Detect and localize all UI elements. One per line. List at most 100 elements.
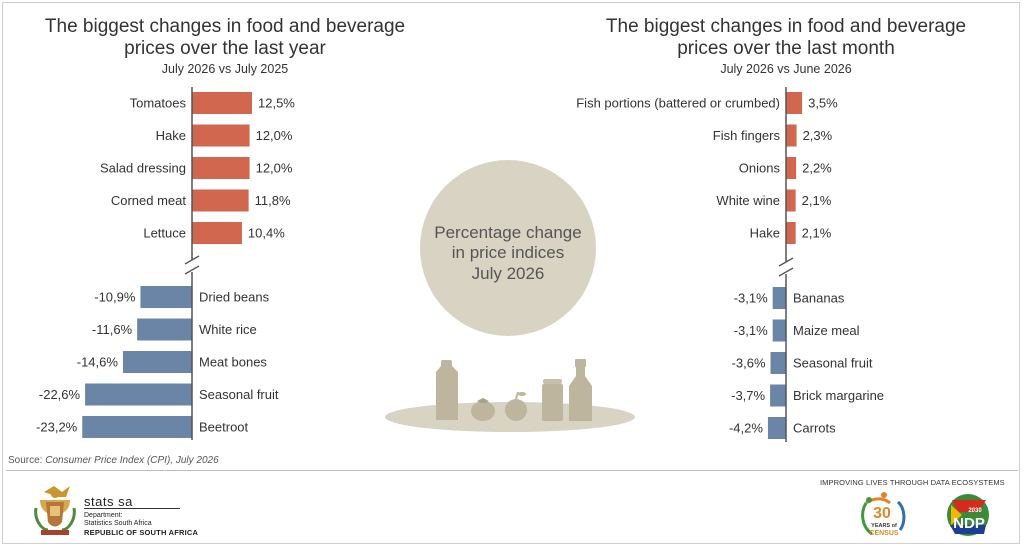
category-label-fish-fingers: Fish fingers bbox=[713, 128, 781, 143]
right-bar-chart: Fish portions (battered or crumbed) 3,5% F… bbox=[576, 87, 884, 442]
can-icon bbox=[542, 379, 563, 421]
bar-carrots bbox=[767, 417, 786, 439]
footer-divider bbox=[6, 470, 1018, 471]
category-label-carrots: Carrots bbox=[793, 421, 836, 436]
category-label-onions: Onions bbox=[739, 161, 781, 176]
bar-maize-meal bbox=[772, 319, 786, 342]
value-label-white-rice: -11,6% bbox=[92, 322, 133, 337]
category-label-hake: Hake bbox=[156, 128, 186, 143]
value-label-dried-beans: -10,9% bbox=[94, 290, 136, 305]
value-label-meat-bones: -14,6% bbox=[77, 355, 119, 370]
category-label-fish-portions-battered-or-crumbed: Fish portions (battered or crumbed) bbox=[576, 96, 780, 111]
value-label-seasonal-fruit: -3,6% bbox=[732, 356, 766, 371]
category-label-dried-beans: Dried beans bbox=[199, 290, 270, 305]
value-label-corned-meat: 11,8% bbox=[255, 193, 291, 208]
category-label-hake: Hake bbox=[750, 226, 780, 241]
center-text-line1: Percentage change bbox=[434, 223, 581, 242]
value-label-fish-fingers: 2,3% bbox=[803, 128, 833, 143]
category-label-meat-bones: Meat bones bbox=[199, 355, 267, 370]
bar-corned-meat bbox=[192, 189, 249, 212]
category-label-salad-dressing: Salad dressing bbox=[100, 161, 186, 176]
category-label-white-wine: White wine bbox=[716, 193, 780, 208]
bar-salad-dressing bbox=[192, 157, 250, 179]
bar-brick-margarine bbox=[770, 384, 786, 407]
department-text: Department: Statistics South Africa bbox=[84, 512, 152, 528]
value-label-hake: 12,0% bbox=[256, 128, 293, 143]
census-word: CENSUS bbox=[869, 530, 899, 537]
axis-break-mark bbox=[778, 267, 794, 277]
bar-hake bbox=[192, 124, 250, 147]
category-label-maize-meal: Maize meal bbox=[793, 323, 860, 338]
bar-onions bbox=[786, 157, 797, 179]
category-label-lettuce: Lettuce bbox=[143, 226, 186, 241]
census-number: 30 bbox=[873, 505, 891, 522]
bar-fish-fingers bbox=[786, 124, 797, 147]
ndp-2030-logo: 2030 NDP bbox=[947, 494, 989, 536]
center-text-line2: in price indices bbox=[452, 243, 564, 262]
bottle-icon bbox=[569, 359, 592, 421]
stats-sa-underline bbox=[84, 508, 180, 509]
country-name: REPUBLIC OF SOUTH AFRICA bbox=[84, 528, 199, 537]
value-label-bananas: -3,1% bbox=[734, 291, 768, 306]
axis-break-mark bbox=[778, 257, 794, 267]
category-label-seasonal-fruit: Seasonal fruit bbox=[793, 356, 873, 371]
slogan-text: IMPROVING LIVES THROUGH DATA ECOSYSTEMS bbox=[820, 478, 1005, 487]
census-30-years-logo: 30 YEARS of CENSUS bbox=[861, 492, 906, 537]
tomato-icon bbox=[471, 398, 495, 421]
value-label-onions: 2,2% bbox=[802, 161, 832, 176]
right-chart-title-line2: prices over the last month bbox=[677, 38, 895, 59]
stats-sa-name: stats sa bbox=[84, 494, 133, 509]
value-label-tomatoes: 12,5% bbox=[258, 96, 295, 111]
value-label-white-wine: 2,1% bbox=[802, 193, 832, 208]
census-years-text: YEARS of bbox=[871, 523, 897, 529]
category-label-corned-meat: Corned meat bbox=[111, 193, 187, 208]
source-note: Source: Consumer Price Index (CPI), July… bbox=[8, 455, 219, 466]
bar-beetroot bbox=[82, 416, 192, 438]
category-label-beetroot: Beetroot bbox=[199, 420, 249, 435]
ndp-word: NDP bbox=[953, 515, 985, 532]
bar-seasonal-fruit bbox=[770, 352, 786, 374]
bar-white-rice bbox=[137, 318, 192, 341]
milk-bottle-icon bbox=[436, 360, 458, 420]
axis-break-mark bbox=[184, 255, 200, 265]
category-label-brick-margarine: Brick margarine bbox=[793, 388, 884, 403]
left-chart-title-line1: The biggest changes in food and beverage bbox=[45, 16, 405, 37]
source-prefix: Source: bbox=[8, 455, 46, 466]
department-label: Department: bbox=[84, 512, 123, 519]
bar-dried-beans bbox=[140, 286, 192, 308]
center-circle bbox=[420, 160, 596, 336]
value-label-hake: 2,1% bbox=[802, 226, 832, 241]
value-label-salad-dressing: 12,0% bbox=[256, 161, 293, 176]
right-chart-title-line1: The biggest changes in food and beverage bbox=[606, 16, 966, 37]
bar-hake bbox=[786, 222, 796, 244]
value-label-maize-meal: -3,1% bbox=[734, 323, 768, 338]
bar-meat-bones bbox=[122, 351, 192, 373]
category-label-seasonal-fruit: Seasonal fruit bbox=[199, 387, 279, 402]
bar-tomatoes bbox=[192, 92, 252, 114]
value-label-fish-portions-battered-or-crumbed: 3,5% bbox=[808, 96, 838, 111]
value-label-carrots: -4,2% bbox=[729, 421, 763, 436]
value-label-lettuce: 10,4% bbox=[248, 226, 285, 241]
left-bar-chart: Tomatoes 12,5% Hake 12,0% Salad dressing 12,0… bbox=[36, 87, 295, 440]
coat-of-arms-logo bbox=[34, 486, 76, 535]
center-text-line3: July 2026 bbox=[472, 264, 545, 283]
category-label-bananas: Bananas bbox=[793, 291, 845, 306]
source-text: Consumer Price Index (CPI), July 2026 bbox=[45, 455, 219, 466]
value-label-brick-margarine: -3,7% bbox=[731, 388, 765, 403]
category-label-white-rice: White rice bbox=[199, 322, 257, 337]
value-label-seasonal-fruit: -22,6% bbox=[39, 387, 81, 402]
bar-seasonal-fruit bbox=[85, 383, 192, 406]
ndp-year: 2030 bbox=[968, 508, 982, 514]
category-label-tomatoes: Tomatoes bbox=[130, 96, 187, 111]
axis-break-mark bbox=[184, 265, 200, 275]
apple-icon bbox=[505, 391, 527, 421]
value-label-beetroot: -23,2% bbox=[36, 420, 78, 435]
bar-fish-portions-battered-or-crumbed bbox=[786, 92, 803, 114]
left-chart-title-line2: prices over the last year bbox=[124, 38, 326, 59]
left-chart-subtitle: July 2026 vs July 2025 bbox=[162, 62, 289, 76]
bar-lettuce bbox=[192, 222, 242, 244]
bar-bananas bbox=[772, 287, 786, 309]
right-chart-subtitle: July 2026 vs June 2026 bbox=[720, 62, 851, 76]
bar-white-wine bbox=[786, 189, 796, 212]
